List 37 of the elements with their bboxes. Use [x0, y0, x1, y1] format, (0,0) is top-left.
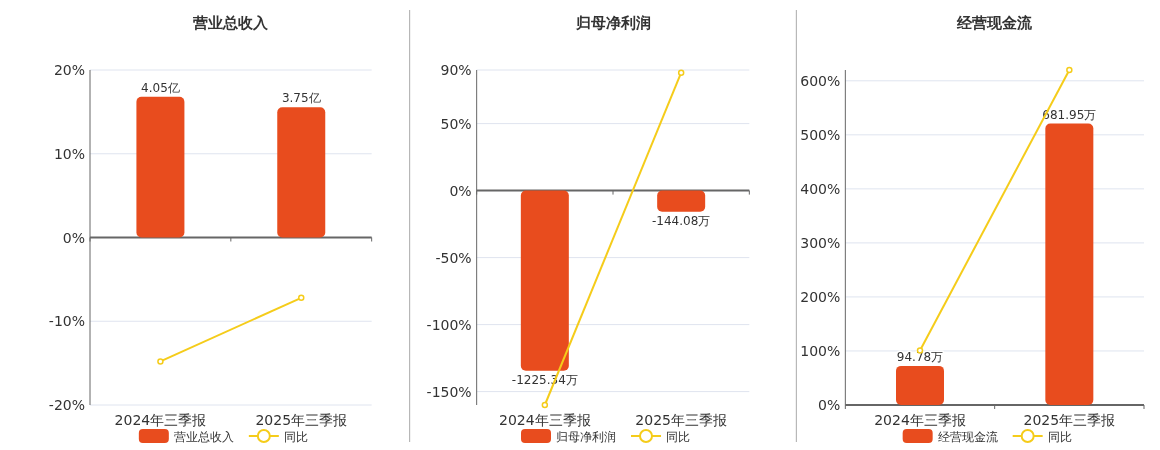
y-tick-label: 50% [440, 115, 472, 132]
y-tick-label: -100% [426, 316, 472, 333]
y-tick-label: 500% [800, 126, 841, 143]
chart-title: 营业总收入 [192, 14, 270, 32]
x-tick-label: 2025年三季报 [255, 412, 348, 428]
y-tick-label: 10% [53, 145, 85, 162]
y-tick-label: 300% [800, 234, 841, 251]
y-tick-label: 200% [800, 288, 841, 305]
data-label: 3.75亿 [281, 91, 321, 106]
y-tick-label: -20% [48, 397, 85, 413]
chart-title: 归母净利润 [574, 14, 651, 32]
y-tick-label: -50% [435, 249, 472, 266]
y-tick-label: -150% [426, 383, 472, 400]
legend-label: 同比 [283, 430, 308, 444]
data-label: -144.08万 [652, 213, 711, 228]
y-tick-label: 600% [800, 72, 841, 89]
x-tick-label: 2025年三季报 [1023, 412, 1116, 428]
x-tick-label: 2024年三季报 [114, 412, 207, 428]
y-tick-label: 0% [449, 182, 472, 199]
y-tick-label: 0% [818, 397, 841, 413]
x-tick-label: 2024年三季报 [499, 412, 591, 428]
legend-label: 经营现金流 [937, 430, 998, 444]
y-tick-label: 400% [800, 180, 841, 197]
y-tick-label: 100% [800, 342, 841, 359]
y-tick-label: 90% [440, 62, 472, 78]
x-tick-label: 2025年三季报 [635, 412, 727, 428]
data-label: 94.78万 [896, 349, 944, 364]
legend-label: 归母净利润 [556, 430, 616, 444]
chart-title: 经营现金流 [956, 14, 1034, 32]
x-tick-label: 2024年三季报 [874, 412, 966, 428]
y-tick-label: 0% [62, 229, 85, 246]
y-tick-label: -10% [48, 313, 85, 330]
y-tick-label: 20% [53, 62, 85, 78]
legend-label: 同比 [666, 430, 690, 444]
data-label: 4.05亿 [141, 80, 180, 95]
legend-label: 同比 [1047, 430, 1072, 444]
legend-label: 营业总收入 [173, 430, 234, 444]
